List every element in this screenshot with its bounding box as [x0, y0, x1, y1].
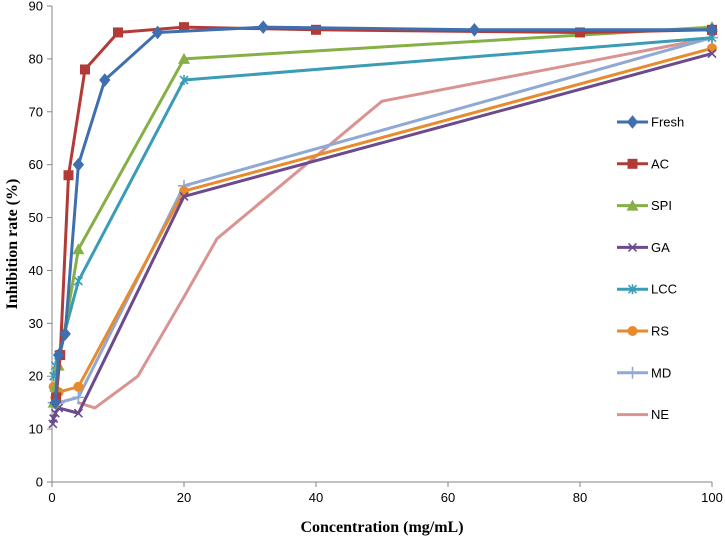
- data-point-ac: [575, 27, 585, 38]
- series-line-ga: [51, 52, 714, 426]
- legend-item-md: MD: [617, 365, 671, 380]
- data-point-fresh: [72, 157, 85, 172]
- legend-label-fresh: Fresh: [651, 115, 684, 130]
- data-point-ac: [311, 24, 321, 35]
- x-tick-label: 0: [48, 490, 55, 505]
- legend-item-spi: SPI: [617, 198, 672, 213]
- data-point-rs: [707, 43, 717, 54]
- legend-item-ne: NE: [617, 407, 669, 422]
- legend-item-lcc: LCC: [617, 282, 677, 297]
- series-fresh: [49, 20, 718, 410]
- x-tick-label: 20: [177, 490, 191, 505]
- x-axis-title: Concentration (mg/mL): [300, 519, 463, 536]
- data-point-ga: [73, 408, 83, 418]
- y-tick-label: 10: [29, 422, 43, 437]
- series-md: [47, 31, 718, 409]
- series-line-ne: [76, 36, 714, 410]
- axes: 0 10 20 30 40 50 60 70 80 90 0 20 40 60 80 100: [29, 0, 723, 505]
- legend-marker-lcc: [627, 284, 638, 295]
- data-point-lcc: [179, 75, 189, 86]
- y-tick-label: 80: [29, 51, 43, 66]
- data-point-rs: [73, 381, 84, 392]
- data-point-fresh: [468, 23, 481, 37]
- legend-marker-fresh: [626, 115, 639, 129]
- data-point-ac: [113, 27, 123, 38]
- legend-item-fresh: Fresh: [617, 115, 684, 130]
- data-point-md: [72, 391, 85, 404]
- y-tick-label: 70: [29, 104, 43, 119]
- data-point-fresh: [49, 395, 61, 410]
- legend-item-rs: RS: [617, 324, 669, 339]
- legend: Fresh AC SPI GA LCC RS MD NE: [617, 115, 684, 422]
- legend-label-ga: GA: [651, 240, 670, 255]
- legend-marker-spi: [626, 199, 639, 211]
- data-point-fresh: [151, 25, 164, 40]
- y-tick-label: 60: [29, 157, 43, 172]
- data-point-ga: [179, 191, 189, 201]
- data-point-ac: [63, 170, 74, 181]
- data-point-ga: [50, 408, 60, 418]
- legend-item-ac: AC: [617, 156, 669, 171]
- series-ne: [76, 36, 714, 410]
- x-tick-label: 80: [573, 490, 587, 505]
- x-tick-label: 40: [309, 490, 323, 505]
- y-tick-label: 90: [29, 0, 43, 14]
- data-point-ga: [49, 413, 59, 424]
- data-point-fresh: [706, 23, 718, 37]
- plot-area: [47, 20, 718, 429]
- legend-item-ga: GA: [617, 240, 670, 255]
- legend-marker-rs: [627, 326, 638, 336]
- legend-marker-ac: [627, 158, 638, 169]
- legend-marker-ga: [627, 242, 638, 252]
- y-axis-title: Inhibition rate (%): [4, 179, 21, 310]
- data-point-spi: [72, 243, 85, 255]
- series-line-md: [52, 36, 714, 405]
- legend-label-ac: AC: [651, 156, 669, 171]
- y-tick-label: 50: [29, 210, 43, 225]
- x-tick-label: 100: [701, 490, 723, 505]
- series-lcc: [49, 32, 717, 382]
- legend-marker-md: [626, 366, 639, 379]
- x-tick-label: 60: [441, 490, 455, 505]
- legend-label-lcc: LCC: [651, 282, 677, 297]
- series-line-ac: [54, 25, 714, 399]
- data-point-fresh: [52, 348, 65, 362]
- series-ga: [48, 49, 717, 429]
- data-point-fresh: [257, 20, 269, 34]
- data-point-ac: [179, 22, 189, 33]
- series-rs: [48, 43, 717, 403]
- series-line-spi: [52, 25, 714, 405]
- y-tick-label: 30: [29, 316, 43, 331]
- legend-label-md: MD: [651, 365, 671, 380]
- data-point-fresh: [59, 327, 71, 341]
- legend-label-ne: NE: [651, 407, 669, 422]
- y-tick-label: 40: [29, 263, 43, 278]
- series-line-lcc: [52, 36, 714, 378]
- legend-label-rs: RS: [651, 324, 669, 339]
- y-tick-label: 20: [29, 369, 43, 384]
- data-point-fresh: [99, 73, 111, 87]
- y-tick-label: 0: [36, 475, 43, 490]
- data-point-ac: [80, 64, 90, 75]
- legend-label-spi: SPI: [651, 198, 672, 213]
- data-point-spi: [178, 52, 190, 64]
- data-point-lcc: [73, 276, 83, 287]
- data-point-ga: [707, 49, 717, 59]
